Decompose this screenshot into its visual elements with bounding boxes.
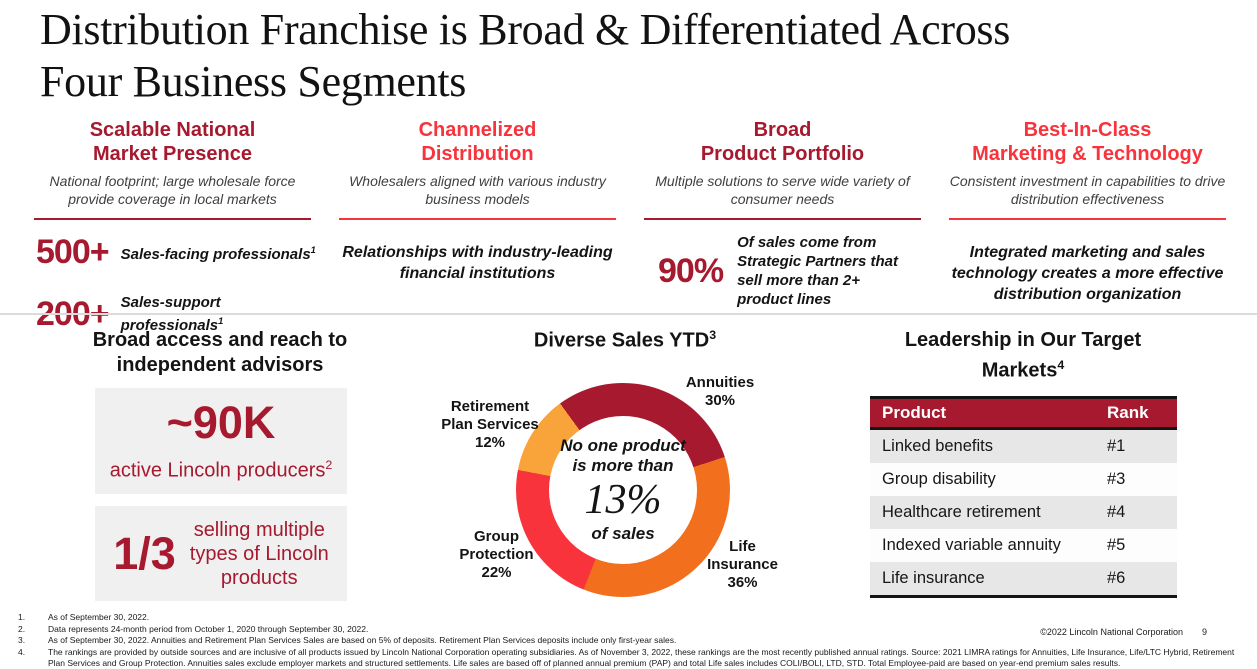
slide-title: Distribution Franchise is Broad & Differ… bbox=[40, 5, 1011, 106]
advisors-heading: Broad access and reach to independent ad… bbox=[92, 329, 348, 376]
producers-label: active Lincoln producers bbox=[109, 459, 326, 482]
column-heading: Broad Product Portfolio bbox=[700, 119, 865, 165]
advisors-fraction-box: 1/3 selling multiple types of Lincoln pr… bbox=[95, 506, 347, 601]
donut-label-annuities: Annuities 30% bbox=[685, 374, 755, 409]
stat-sales-facing: 500+ Sales-facing professionals1 bbox=[36, 233, 317, 272]
footnote-3: 3. As of September 30, 2022. Annuities a… bbox=[18, 635, 677, 646]
footnote-2: 2. Data represents 24-month period from … bbox=[18, 623, 369, 634]
table-row: Life insurance #6 bbox=[870, 562, 1177, 595]
donut-center-value: 13% bbox=[584, 477, 662, 523]
column-subtitle: Consistent investment in capabilities to… bbox=[949, 173, 1226, 207]
column-message: Relationships with industry-leading fina… bbox=[342, 244, 613, 282]
column-marketing-technology: Best-In-Class Marketing & Technology Con… bbox=[943, 118, 1232, 335]
footnote-ref: 3 bbox=[709, 328, 717, 342]
donut-center-line1: No one product is more than bbox=[560, 436, 686, 475]
stat-strategic-partners: 90% Of sales come from Strategic Partner… bbox=[658, 233, 927, 309]
rank-cell: #4 bbox=[1107, 503, 1126, 521]
column-subtitle: Wholesalers aligned with various industr… bbox=[349, 173, 606, 207]
product-cell: Indexed variable annuity bbox=[882, 536, 1061, 554]
column-scalable-national: Scalable National Market Presence Nation… bbox=[28, 118, 317, 335]
fraction-label: selling multiple types of Lincoln produc… bbox=[189, 518, 329, 589]
donut-chart: No one product is more than 13% of sales bbox=[516, 383, 730, 597]
advisors-producers-box: ~90K active Lincoln producers2 bbox=[95, 388, 347, 494]
stat-value: 90% bbox=[658, 251, 724, 290]
column-rule bbox=[948, 218, 1227, 220]
donut-center-line2: of sales bbox=[591, 524, 655, 543]
rank-cell: #1 bbox=[1107, 437, 1126, 455]
product-cell: Healthcare retirement bbox=[882, 503, 1041, 521]
footnotes: 1. As of September 30, 2022. 2. Data rep… bbox=[18, 612, 1246, 669]
producers-count: ~90K bbox=[166, 396, 276, 448]
product-cell: Group disability bbox=[882, 470, 996, 488]
column-header-product: Product bbox=[882, 403, 947, 422]
column-broad-product-portfolio: Broad Product Portfolio Multiple solutio… bbox=[638, 118, 927, 335]
footnote-1: 1. As of September 30, 2022. bbox=[18, 612, 150, 622]
table-row: Linked benefits #1 bbox=[870, 430, 1177, 463]
column-heading: Scalable National Market Presence bbox=[89, 119, 256, 165]
table-row: Group disability #3 bbox=[870, 463, 1177, 496]
copyright-notice: ©2022 Lincoln National Corporation bbox=[1040, 627, 1183, 637]
chart-title: Diverse Sales YTD bbox=[533, 329, 710, 352]
donut-label-group-protection: Group Protection 22% bbox=[459, 528, 534, 581]
stat-value: 500+ bbox=[36, 233, 110, 271]
column-rule bbox=[33, 218, 312, 220]
stat-label: Sales-support professionals bbox=[120, 294, 221, 334]
table-row: Indexed variable annuity #5 bbox=[870, 529, 1177, 562]
column-subtitle: National footprint; large wholesale forc… bbox=[49, 173, 296, 207]
column-subtitle: Multiple solutions to serve wide variety… bbox=[655, 173, 910, 207]
donut-hole bbox=[549, 416, 697, 564]
column-heading: Channelized Distribution bbox=[418, 119, 537, 165]
table-row: Healthcare retirement #4 bbox=[870, 496, 1177, 529]
rank-cell: #5 bbox=[1107, 536, 1126, 554]
page-number: 9 bbox=[1201, 627, 1207, 637]
column-heading: Best-In-Class Marketing & Technology bbox=[972, 119, 1203, 165]
rank-cell: #6 bbox=[1107, 569, 1126, 587]
leadership-table: Product Rank Linked benefits #1 Group di… bbox=[870, 396, 1177, 598]
footnote-ref: 1 bbox=[310, 245, 316, 255]
donut-center-text: No one product is more than 13% of sales bbox=[546, 413, 700, 567]
fraction-value: 1/3 bbox=[113, 528, 176, 579]
column-header-rank: Rank bbox=[1107, 403, 1149, 422]
footnote-ref: 4 bbox=[1057, 358, 1065, 372]
column-message: Integrated marketing and sales technolog… bbox=[951, 244, 1224, 303]
stat-label: Of sales come from Strategic Partners th… bbox=[737, 234, 898, 308]
section-divider bbox=[0, 313, 1257, 315]
column-rule bbox=[643, 218, 922, 220]
column-channelized-distribution: Channelized Distribution Wholesalers ali… bbox=[333, 118, 622, 335]
footnote-ref: 2 bbox=[325, 457, 333, 472]
rank-cell: #3 bbox=[1107, 470, 1126, 488]
footnote-ref: 1 bbox=[218, 316, 224, 326]
leadership-heading: Leadership in Our Target Markets4 bbox=[904, 329, 1142, 382]
donut-label-life-insurance: Life Insurance 36% bbox=[707, 538, 778, 591]
column-rule bbox=[338, 218, 617, 220]
segment-columns: Scalable National Market Presence Nation… bbox=[28, 118, 1232, 335]
table-header-row: Product Rank bbox=[870, 399, 1177, 430]
product-cell: Life insurance bbox=[882, 569, 985, 587]
product-cell: Linked benefits bbox=[882, 437, 993, 455]
footnote-4: 4. The rankings are provided by outside … bbox=[18, 646, 1235, 669]
donut-label-retirement-plan-services: Retirement Plan Services 12% bbox=[441, 398, 539, 451]
stat-label: Sales-facing professionals bbox=[120, 246, 311, 263]
